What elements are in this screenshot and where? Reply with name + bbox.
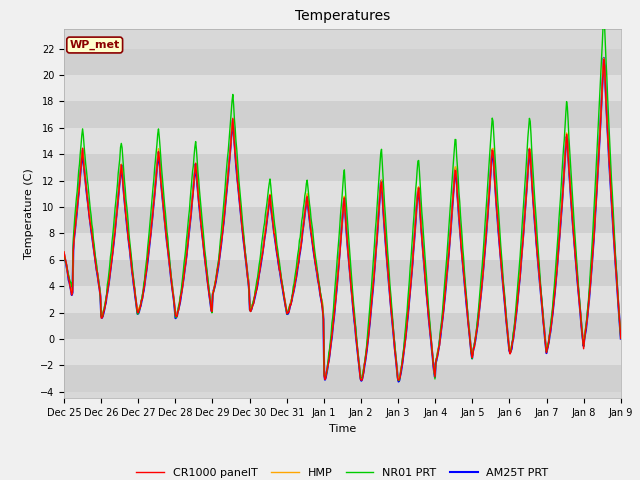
HMP bbox=[411, 228, 419, 234]
Bar bbox=[64, 128, 621, 154]
NR01 PRT bbox=[214, 265, 221, 271]
AM25T PRT bbox=[395, 379, 403, 384]
NR01 PRT bbox=[60, 252, 68, 257]
X-axis label: Time: Time bbox=[329, 424, 356, 433]
NR01 PRT bbox=[70, 224, 78, 230]
Bar bbox=[64, 207, 621, 233]
CR1000 panelT bbox=[184, 240, 192, 246]
Bar bbox=[64, 75, 621, 101]
Bar bbox=[64, 365, 621, 392]
CR1000 panelT bbox=[60, 249, 68, 255]
NR01 PRT bbox=[617, 335, 625, 341]
CR1000 panelT bbox=[600, 56, 607, 62]
CR1000 panelT bbox=[127, 262, 135, 267]
NR01 PRT bbox=[396, 378, 403, 384]
HMP bbox=[184, 237, 192, 242]
AM25T PRT bbox=[184, 240, 192, 246]
Bar bbox=[64, 154, 621, 180]
HMP bbox=[395, 376, 403, 382]
HMP bbox=[600, 55, 607, 61]
CR1000 panelT bbox=[411, 229, 419, 235]
Text: WP_met: WP_met bbox=[70, 40, 120, 50]
AM25T PRT bbox=[600, 55, 607, 61]
HMP bbox=[60, 249, 68, 255]
AM25T PRT bbox=[60, 251, 68, 256]
Bar bbox=[64, 286, 621, 312]
CR1000 panelT bbox=[617, 336, 625, 341]
Bar bbox=[64, 312, 621, 339]
Bar bbox=[64, 101, 621, 128]
CR1000 panelT bbox=[214, 267, 221, 273]
Bar bbox=[64, 233, 621, 260]
Y-axis label: Temperature (C): Temperature (C) bbox=[24, 168, 35, 259]
Line: AM25T PRT: AM25T PRT bbox=[64, 58, 621, 382]
AM25T PRT bbox=[214, 270, 221, 276]
AM25T PRT bbox=[617, 336, 625, 341]
NR01 PRT bbox=[127, 254, 135, 260]
NR01 PRT bbox=[428, 335, 435, 341]
NR01 PRT bbox=[411, 199, 419, 205]
NR01 PRT bbox=[184, 222, 192, 228]
AM25T PRT bbox=[428, 338, 435, 344]
Line: NR01 PRT: NR01 PRT bbox=[64, 15, 621, 381]
AM25T PRT bbox=[127, 261, 135, 267]
Bar bbox=[64, 48, 621, 75]
Line: CR1000 panelT: CR1000 panelT bbox=[64, 59, 621, 380]
Legend: CR1000 panelT, HMP, NR01 PRT, AM25T PRT: CR1000 panelT, HMP, NR01 PRT, AM25T PRT bbox=[132, 463, 553, 480]
Bar bbox=[64, 180, 621, 207]
NR01 PRT bbox=[600, 12, 607, 18]
HMP bbox=[617, 332, 625, 337]
HMP bbox=[214, 267, 221, 273]
Bar bbox=[64, 339, 621, 365]
AM25T PRT bbox=[411, 229, 419, 235]
HMP bbox=[70, 235, 78, 241]
HMP bbox=[428, 335, 435, 341]
CR1000 panelT bbox=[428, 337, 435, 343]
Line: HMP: HMP bbox=[64, 58, 621, 379]
Bar bbox=[64, 260, 621, 286]
CR1000 panelT bbox=[70, 236, 78, 241]
HMP bbox=[127, 260, 135, 265]
Title: Temperatures: Temperatures bbox=[295, 10, 390, 24]
CR1000 panelT bbox=[395, 377, 403, 383]
AM25T PRT bbox=[70, 236, 78, 241]
